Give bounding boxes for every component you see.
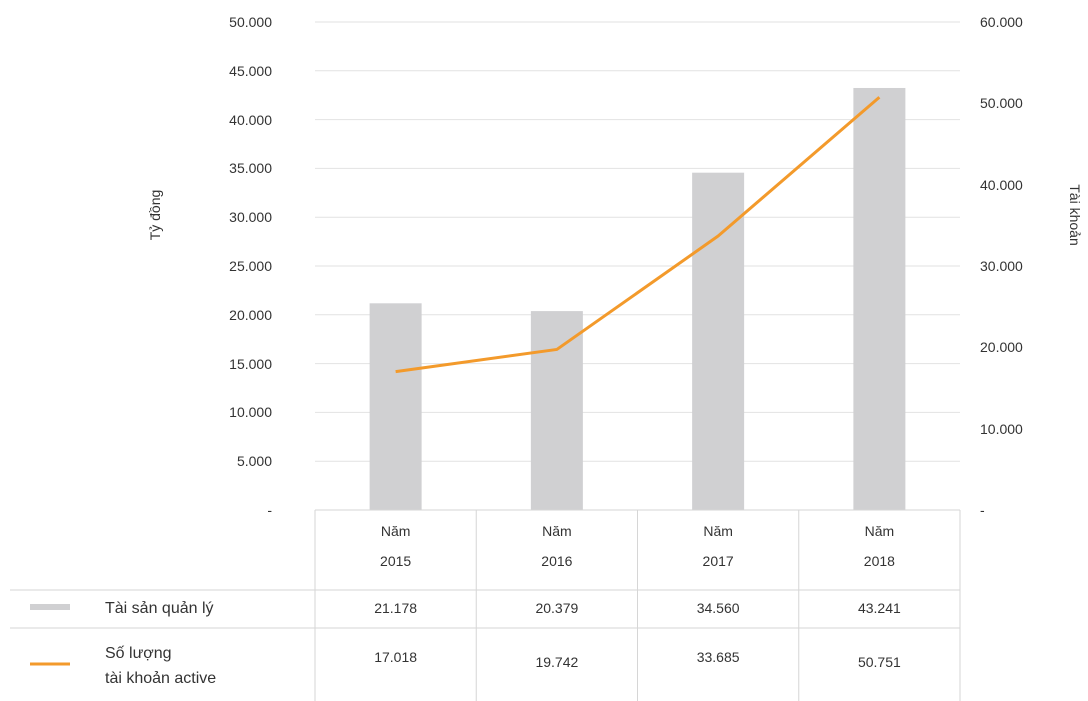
value-label: 19.742 bbox=[535, 654, 579, 670]
value-label: 20.379 bbox=[535, 600, 579, 616]
y2-tick-label: 50.000 bbox=[980, 95, 1023, 112]
y-axis-title: Tỷ đồng bbox=[147, 189, 163, 241]
legend-swatch bbox=[30, 604, 70, 610]
bar bbox=[369, 303, 422, 510]
y2-tick-label: 10.000 bbox=[980, 420, 1023, 437]
y2-tick-label: 30.000 bbox=[980, 258, 1023, 274]
value-label: 50.751 bbox=[857, 654, 901, 670]
x-tick-label: Năm 2016 bbox=[541, 523, 573, 569]
y2-tick-label: 40.000 bbox=[980, 176, 1023, 193]
value-label: 34.560 bbox=[696, 600, 740, 616]
y-tick-label: 25.000 bbox=[229, 258, 272, 274]
y-tick-label: 20.000 bbox=[229, 306, 272, 323]
x-tick-label: Năm 2018 bbox=[863, 523, 895, 569]
value-label: 43.241 bbox=[857, 600, 901, 616]
y-tick-label: 50.000 bbox=[229, 14, 272, 30]
y2-axis-title: Tài khoản bbox=[1067, 184, 1083, 246]
legend-label: Tài sản quản lý bbox=[105, 600, 214, 617]
y-tick-label: 10.000 bbox=[229, 404, 272, 421]
y-tick-label: 35.000 bbox=[229, 160, 272, 177]
line bbox=[395, 96, 881, 374]
y-tick-label: 5.000 bbox=[236, 453, 272, 470]
bar bbox=[530, 311, 583, 510]
x-tick-label: Năm 2017 bbox=[702, 523, 734, 569]
value-label: 17.018 bbox=[374, 649, 418, 665]
y2-tick-label: 20.000 bbox=[980, 339, 1023, 356]
y-tick-label: 40.000 bbox=[229, 111, 272, 128]
legend-label: Số lượng tài khoản active bbox=[105, 645, 217, 687]
value-label: 21.178 bbox=[374, 600, 418, 616]
y2-tick-label: 60.000 bbox=[980, 14, 1023, 30]
y-tick-label: - bbox=[267, 502, 272, 518]
y-tick-label: 45.000 bbox=[229, 62, 272, 79]
y-tick-label: 15.000 bbox=[229, 355, 272, 372]
x-tick-label: Năm 2015 bbox=[380, 523, 412, 569]
y2-tick-label: - bbox=[980, 502, 985, 518]
value-label: 33.685 bbox=[696, 649, 740, 665]
bar bbox=[853, 87, 906, 511]
y-tick-label: 30.000 bbox=[229, 209, 272, 226]
bar bbox=[692, 172, 745, 510]
